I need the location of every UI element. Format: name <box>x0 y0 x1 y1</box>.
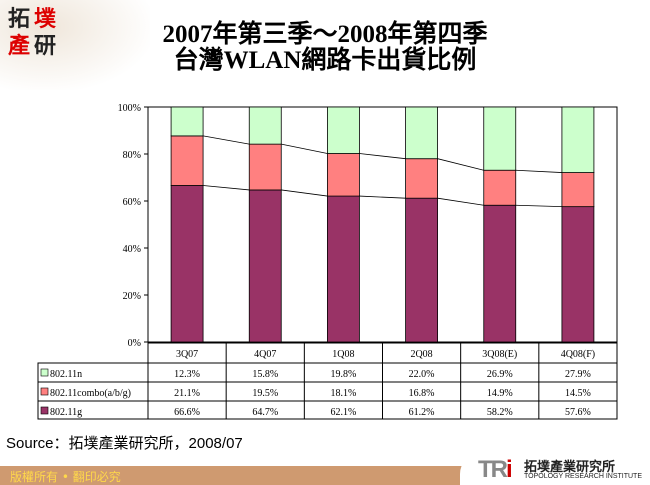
data-label: 16.8% <box>409 388 435 399</box>
series-line <box>203 135 250 145</box>
logo: 拓墣產研 <box>7 7 56 59</box>
y-tick-label: 60% <box>123 197 141 208</box>
bar-802-11n <box>561 106 595 173</box>
series-line <box>359 153 406 160</box>
data-label: 15.8% <box>252 369 278 380</box>
legend-swatch <box>40 387 49 396</box>
data-label: 58.2% <box>487 407 513 418</box>
plot-area <box>147 106 618 343</box>
legend-label: 802.11n <box>50 369 82 380</box>
category-label: 3Q07 <box>176 349 198 360</box>
tri-abbr: TR <box>478 456 508 483</box>
title-line-2: 台灣WLAN網路卡出貨比例 <box>173 47 477 74</box>
bar-802-11combo-a-b-g- <box>248 143 282 191</box>
data-label: 27.9% <box>565 369 591 380</box>
data-label: 18.1% <box>330 388 356 399</box>
legend-label: 802.11g <box>50 407 82 418</box>
bar-802-11combo-a-b-g- <box>483 169 517 206</box>
y-tick-label: 40% <box>123 244 141 255</box>
series-line <box>437 197 484 206</box>
data-label: 61.2% <box>409 407 435 418</box>
series-line <box>281 143 328 154</box>
bar-802-11n <box>405 106 438 160</box>
series-line <box>203 185 250 191</box>
data-label: 62.1% <box>330 407 356 418</box>
data-label: 14.9% <box>487 388 513 399</box>
bar-802-11n <box>170 106 204 137</box>
y-tick-label: 0% <box>128 338 141 349</box>
bar-802-11n <box>248 106 282 145</box>
bar-802-11combo-a-b-g- <box>170 135 204 186</box>
category-label: 4Q08(F) <box>561 349 595 360</box>
bar-802-11g <box>248 189 282 343</box>
tri-abbr-i: i <box>506 456 513 483</box>
data-label: 66.6% <box>174 407 200 418</box>
background-map <box>0 0 150 90</box>
bar-802-11g <box>561 206 595 343</box>
bar-802-11g <box>170 185 204 343</box>
bar-802-11combo-a-b-g- <box>561 172 595 208</box>
y-tick-label: 100% <box>118 103 141 114</box>
bar-802-11n <box>327 106 360 154</box>
category-label: 4Q07 <box>254 349 276 360</box>
copyright-text: 版權所有 • 翻印必究 <box>10 470 121 484</box>
bar-802-11n <box>483 106 517 171</box>
bar-802-11g <box>327 195 360 343</box>
title-line-1: 2007年第三季～2008年第四季 <box>162 21 488 48</box>
series-line <box>281 189 328 197</box>
series-line <box>437 158 484 171</box>
bar-802-11g <box>483 204 517 343</box>
bar-802-11g <box>405 197 438 343</box>
bar-802-11combo-a-b-g- <box>327 153 360 197</box>
stacked-bar-chart: 0% 20% 40% 60% 80% 100% 3Q07 4Q07 1Q08 2Q08 3Q08(E… <box>37 103 618 420</box>
source-note: Source：拓墣產業研究所，2008/07 <box>6 435 243 452</box>
category-label: 2Q08 <box>410 349 432 360</box>
category-label: 1Q08 <box>332 349 354 360</box>
y-tick-label: 80% <box>123 150 141 161</box>
org-name-en: TOPOLOGY RESEARCH INSTITUTE <box>524 473 642 480</box>
data-label: 57.6% <box>565 407 591 418</box>
tri-logo: TRi 拓墣產業研究所 TOPOLOGY RESEARCH INSTITUTE <box>460 452 650 485</box>
data-label: 12.3% <box>174 369 200 380</box>
org-name: 拓墣產業研究所 <box>524 460 616 475</box>
data-label: 64.7% <box>252 407 278 418</box>
series-line <box>359 195 406 199</box>
data-label: 19.5% <box>252 388 278 399</box>
data-label: 26.9% <box>487 369 513 380</box>
legend-swatch <box>40 368 49 377</box>
data-label: 22.0% <box>409 369 435 380</box>
category-label: 3Q08(E) <box>482 349 517 360</box>
data-label: 21.1% <box>174 388 200 399</box>
series-line <box>515 169 562 173</box>
y-tick-label: 20% <box>123 291 141 302</box>
data-label: 19.8% <box>330 369 356 380</box>
legend-label: 802.11combo(a/b/g) <box>50 388 131 399</box>
bar-802-11combo-a-b-g- <box>405 158 438 199</box>
series-line <box>515 204 562 208</box>
legend-swatch <box>40 406 49 415</box>
data-label: 14.5% <box>565 388 591 399</box>
